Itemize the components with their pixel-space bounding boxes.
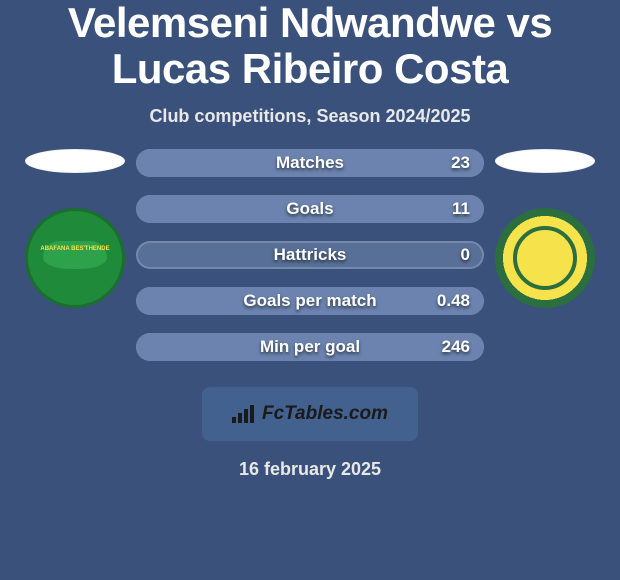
- stat-value-right: 23: [451, 153, 470, 173]
- subtitle: Club competitions, Season 2024/2025: [0, 106, 620, 127]
- stat-label: Min per goal: [260, 337, 360, 357]
- stats-column: Matches 23 Goals 11 Hattricks 0 Goals per matc…: [130, 149, 490, 361]
- stat-label: Hattricks: [274, 245, 347, 265]
- left-country-flag: [25, 149, 125, 173]
- brand-box: FcTables.com: [202, 387, 418, 441]
- comparison-infographic: Velemseni Ndwandwe vs Lucas Ribeiro Cost…: [0, 0, 620, 580]
- left-player-column: ABAFANA BES'THENDE: [20, 149, 130, 308]
- right-club-crest: [495, 208, 595, 308]
- stat-row: Hattricks 0: [136, 241, 484, 269]
- page-title: Velemseni Ndwandwe vs Lucas Ribeiro Cost…: [0, 0, 620, 92]
- stat-row: Goals 11: [136, 195, 484, 223]
- right-country-flag: [495, 149, 595, 173]
- stat-value-right: 246: [442, 337, 470, 357]
- stat-value-right: 0: [461, 245, 470, 265]
- stat-value-right: 0.48: [437, 291, 470, 311]
- stat-label: Goals: [286, 199, 333, 219]
- stat-row: Min per goal 246: [136, 333, 484, 361]
- main-row: ABAFANA BES'THENDE Matches 23 Goals 11 Hattr…: [0, 149, 620, 361]
- right-player-column: [490, 149, 600, 308]
- stat-value-right: 11: [452, 199, 470, 219]
- brand-text: FcTables.com: [262, 403, 388, 425]
- stat-label: Matches: [276, 153, 344, 173]
- stat-row: Goals per match 0.48: [136, 287, 484, 315]
- stat-label: Goals per match: [243, 291, 376, 311]
- left-club-crest: ABAFANA BES'THENDE: [25, 208, 125, 308]
- chart-icon: [232, 405, 254, 423]
- date-line: 16 february 2025: [0, 459, 620, 480]
- crest-left-text: ABAFANA BES'THENDE: [28, 246, 122, 252]
- stat-row: Matches 23: [136, 149, 484, 177]
